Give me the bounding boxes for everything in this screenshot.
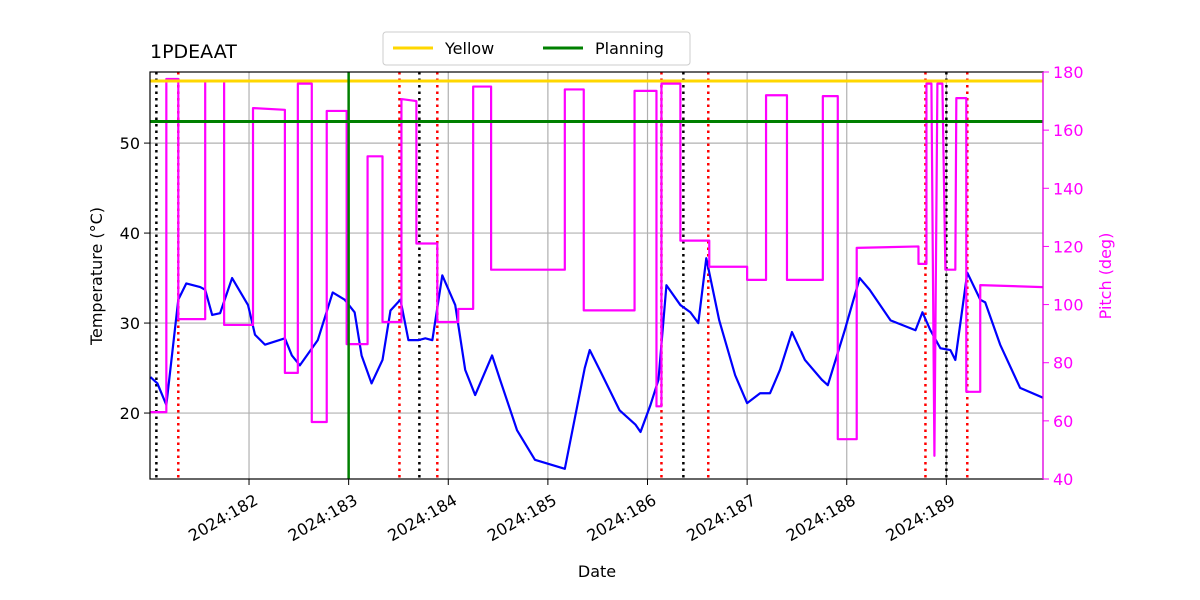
y2-tick-label: 80 [1053, 354, 1073, 373]
y-tick-label: 50 [120, 134, 140, 153]
y-axis-label: Temperature (°C) [87, 207, 106, 346]
y-tick-label: 30 [120, 314, 140, 333]
y2-tick-label: 140 [1053, 179, 1084, 198]
y-tick-label: 40 [120, 224, 140, 243]
y2-tick-label: 40 [1053, 470, 1073, 489]
series-line [150, 77, 1043, 457]
y2-tick-label: 120 [1053, 237, 1084, 256]
y2-tick-label: 160 [1053, 121, 1084, 140]
legend-box [382, 31, 691, 66]
y2-tick-label: 100 [1053, 296, 1084, 315]
y-tick-label: 20 [120, 404, 140, 423]
legend: Yellow Planning [382, 31, 691, 66]
plot-area [150, 72, 1043, 479]
y2-tick-label: 60 [1053, 412, 1073, 431]
legend-label: Yellow [444, 39, 494, 58]
y2-axis-label: Pitch (deg) [1096, 233, 1115, 320]
legend-label: Planning [595, 39, 664, 58]
x-axis-label: Date [578, 562, 616, 581]
y2-tick-label: 180 [1053, 63, 1084, 82]
series-line [150, 257, 1043, 470]
chart-title: 1PDEAAT [150, 41, 237, 63]
